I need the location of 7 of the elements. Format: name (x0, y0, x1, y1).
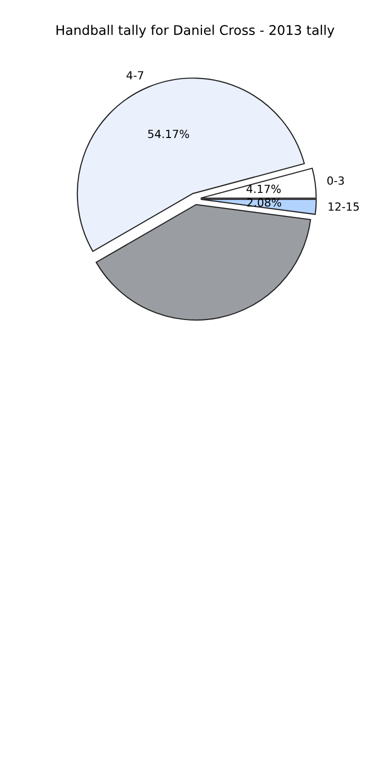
data-label: 2.08% (247, 198, 282, 207)
slice-label: 0-3 (327, 176, 344, 185)
data-label: 54.17% (148, 130, 190, 138)
slice-label: 4-7 (126, 71, 144, 80)
chart-title: Handball tally for Daniel Cross - 2013 tally (56, 24, 334, 38)
data-label: 4.17% (246, 184, 281, 194)
slice-label: 12-15 (328, 202, 359, 211)
